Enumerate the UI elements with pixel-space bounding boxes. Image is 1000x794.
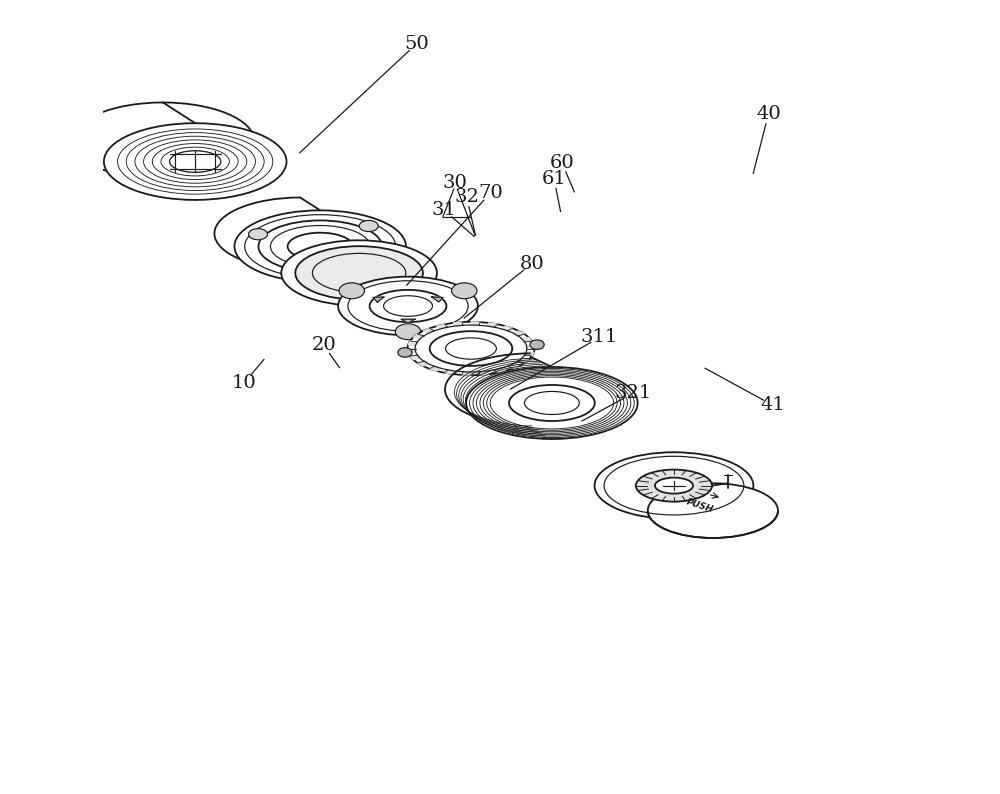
- Ellipse shape: [288, 233, 353, 260]
- Ellipse shape: [509, 385, 595, 421]
- Ellipse shape: [339, 283, 364, 299]
- Ellipse shape: [636, 469, 712, 502]
- Text: PUSH: PUSH: [685, 498, 714, 515]
- Polygon shape: [432, 297, 443, 302]
- Text: 60: 60: [550, 154, 574, 172]
- Ellipse shape: [311, 270, 330, 281]
- Ellipse shape: [655, 478, 693, 494]
- Text: 61: 61: [542, 170, 566, 187]
- Ellipse shape: [395, 324, 421, 340]
- Polygon shape: [507, 364, 519, 368]
- Ellipse shape: [359, 221, 378, 232]
- Polygon shape: [524, 352, 534, 356]
- Text: 311: 311: [581, 329, 618, 346]
- Ellipse shape: [258, 221, 382, 272]
- Ellipse shape: [398, 348, 412, 357]
- Polygon shape: [494, 368, 505, 373]
- Text: 20: 20: [311, 337, 336, 354]
- Polygon shape: [373, 297, 384, 302]
- Polygon shape: [453, 322, 463, 326]
- Ellipse shape: [248, 229, 268, 240]
- Text: 30: 30: [442, 174, 467, 191]
- Polygon shape: [423, 329, 435, 333]
- Text: 70: 70: [478, 184, 503, 202]
- Polygon shape: [487, 323, 497, 327]
- Text: 41: 41: [760, 396, 785, 414]
- Ellipse shape: [595, 453, 753, 519]
- Polygon shape: [429, 366, 441, 371]
- Ellipse shape: [72, 102, 254, 179]
- Polygon shape: [471, 322, 480, 326]
- Ellipse shape: [170, 151, 221, 172]
- Polygon shape: [521, 337, 532, 342]
- Polygon shape: [413, 334, 424, 339]
- Polygon shape: [517, 358, 529, 363]
- Ellipse shape: [648, 484, 778, 538]
- Polygon shape: [401, 319, 415, 323]
- Text: 10: 10: [232, 374, 257, 391]
- Ellipse shape: [530, 340, 544, 349]
- Ellipse shape: [407, 322, 535, 376]
- Ellipse shape: [104, 123, 287, 200]
- Ellipse shape: [234, 210, 406, 283]
- Polygon shape: [437, 324, 448, 329]
- Text: 80: 80: [519, 255, 544, 272]
- Ellipse shape: [370, 290, 446, 322]
- Ellipse shape: [452, 283, 477, 299]
- Text: 32: 32: [454, 188, 479, 206]
- Text: 50: 50: [404, 35, 429, 52]
- Polygon shape: [513, 331, 524, 336]
- Polygon shape: [407, 349, 416, 353]
- Ellipse shape: [430, 331, 512, 366]
- Polygon shape: [410, 355, 421, 360]
- Text: 31: 31: [432, 202, 457, 219]
- Text: 321: 321: [615, 384, 652, 402]
- Polygon shape: [418, 361, 429, 366]
- Polygon shape: [462, 372, 471, 376]
- Polygon shape: [501, 326, 513, 331]
- Polygon shape: [445, 370, 455, 374]
- Text: 40: 40: [756, 106, 781, 123]
- Ellipse shape: [338, 276, 478, 335]
- Ellipse shape: [281, 241, 437, 306]
- Polygon shape: [479, 371, 489, 375]
- Polygon shape: [408, 341, 418, 345]
- Polygon shape: [526, 345, 535, 349]
- Ellipse shape: [466, 367, 638, 439]
- Ellipse shape: [295, 246, 423, 300]
